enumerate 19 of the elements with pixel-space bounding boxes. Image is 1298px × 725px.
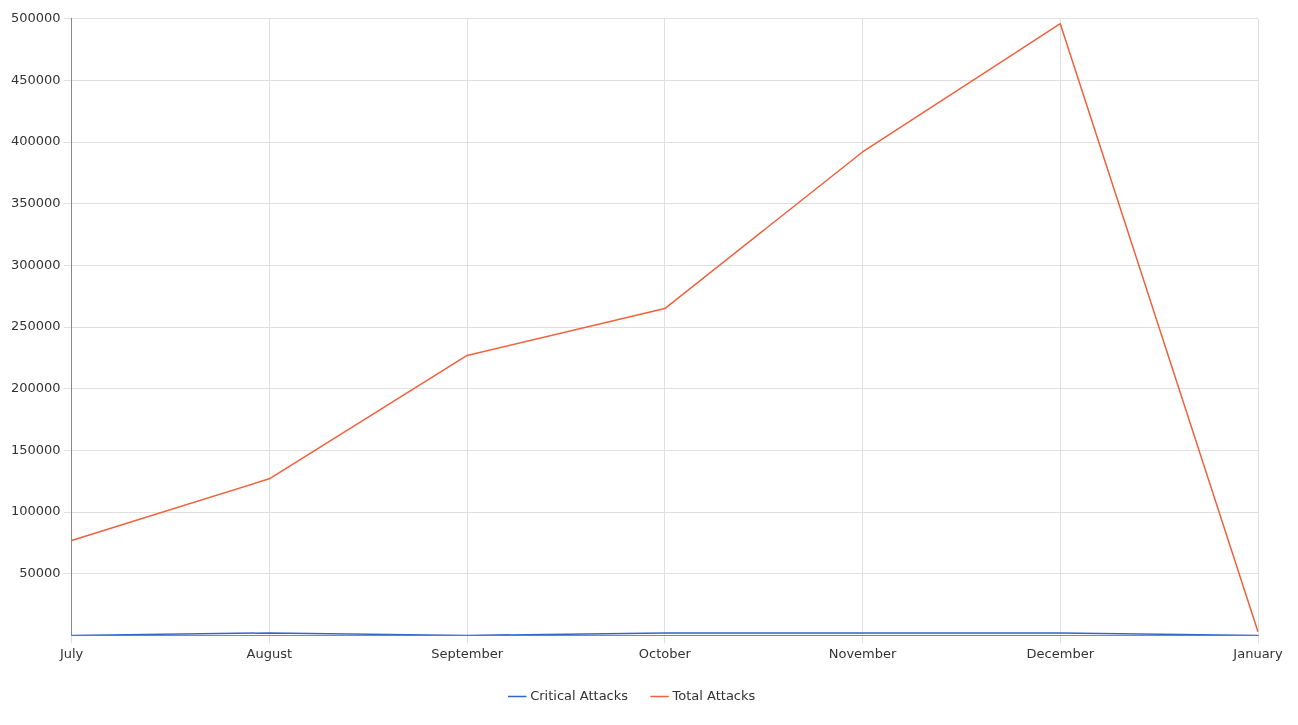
y-tick-label: 400000 (10, 133, 61, 149)
y-tick-label: 300000 (10, 256, 61, 272)
legend-label: Critical Attacks (530, 687, 629, 703)
x-tick-label: October (638, 645, 692, 661)
x-tick-label: September (431, 645, 504, 661)
y-tick-label: 200000 (10, 380, 61, 396)
y-tick-label: 250000 (10, 318, 61, 334)
x-tick-label: August (246, 645, 293, 661)
y-tick-label: 50000 (19, 565, 61, 581)
y-tick-label: 350000 (10, 195, 61, 211)
x-tick-label: December (1026, 645, 1095, 661)
legend-label: Total Attacks (671, 687, 756, 703)
y-tick-label: 150000 (10, 441, 61, 457)
y-tick-label: 500000 (10, 10, 61, 26)
y-tick-label: 100000 (10, 503, 61, 519)
y-tick-label: 450000 (10, 71, 61, 87)
x-tick-label: January (1232, 645, 1283, 661)
x-tick-label: July (58, 645, 84, 661)
x-tick-label: November (828, 645, 897, 661)
